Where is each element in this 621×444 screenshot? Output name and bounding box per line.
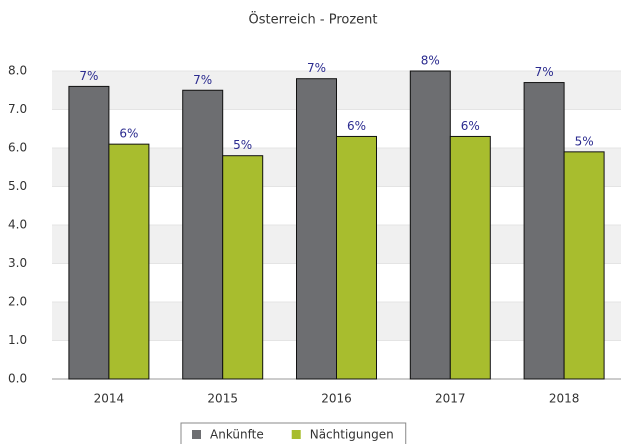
bar <box>296 78 337 380</box>
legend-swatch <box>291 430 301 439</box>
x-tick-label: 2018 <box>549 392 580 406</box>
value-label: 7% <box>307 61 326 75</box>
value-label: 6% <box>119 127 138 141</box>
bar <box>108 143 150 380</box>
bar <box>449 135 491 380</box>
x-tick-label: 2017 <box>435 392 466 406</box>
bar <box>409 70 451 380</box>
y-tick-label: 0.0 <box>8 372 27 386</box>
y-tick-label: 4.0 <box>8 218 27 232</box>
x-tick-label: 2015 <box>207 392 238 406</box>
y-tick-label: 8.0 <box>8 64 27 78</box>
value-label: 7% <box>193 73 212 87</box>
y-tick-label: 5.0 <box>8 179 27 193</box>
y-tick-label: 2.0 <box>8 295 27 309</box>
x-tick-label: 2016 <box>321 392 352 406</box>
bar <box>563 151 605 380</box>
bar <box>523 82 565 380</box>
value-label: 6% <box>347 119 366 133</box>
value-label: 5% <box>233 138 252 152</box>
value-label: 7% <box>535 65 554 79</box>
y-tick-label: 6.0 <box>8 141 27 155</box>
value-label: 7% <box>79 69 98 83</box>
legend-label: Nächtigungen <box>310 428 394 442</box>
legend: Ankünfte Nächtigungen <box>180 422 407 444</box>
bar <box>336 135 377 380</box>
value-label: 6% <box>461 119 480 133</box>
chart-title: Österreich - Prozent <box>248 11 377 28</box>
y-tick-label: 3.0 <box>8 256 27 270</box>
legend-label: Ankünfte <box>210 428 264 442</box>
y-tick-label: 7.0 <box>8 102 27 116</box>
value-label: 5% <box>575 134 594 148</box>
y-tick-label: 1.0 <box>8 333 27 347</box>
bar <box>68 85 110 380</box>
bar <box>222 155 264 380</box>
legend-swatch <box>192 430 201 439</box>
value-label: 8% <box>421 54 440 68</box>
bar <box>182 89 224 380</box>
x-tick-label: 2014 <box>94 392 125 406</box>
